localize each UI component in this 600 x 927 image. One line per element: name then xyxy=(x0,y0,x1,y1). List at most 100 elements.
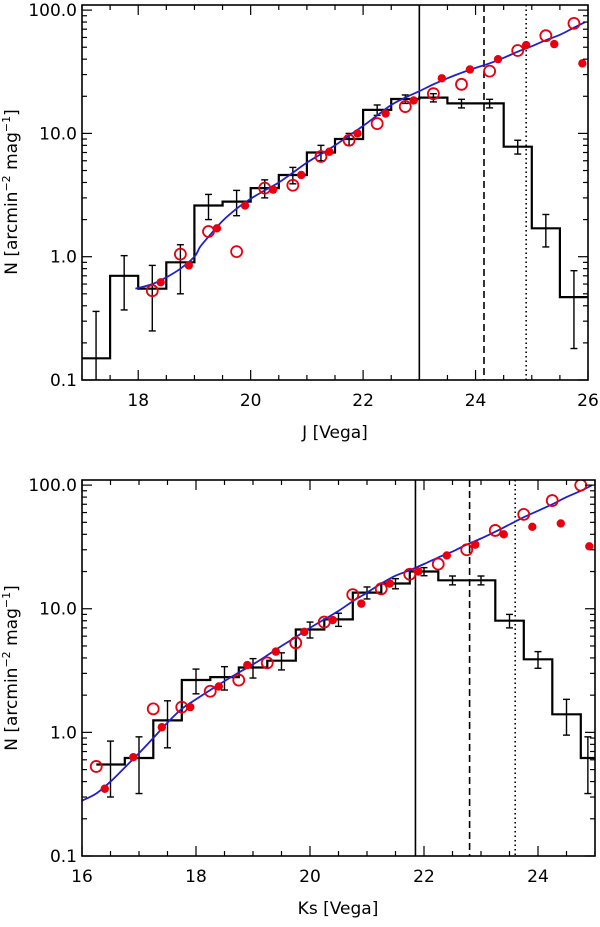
panel-j-filled-point xyxy=(184,261,194,270)
panel-ks-xtick-label: 24 xyxy=(527,867,549,887)
panel-j-ytick-label: 10.0 xyxy=(39,124,77,144)
panel-ks-open-point xyxy=(374,582,388,596)
panel-j-frame xyxy=(81,4,589,381)
panel-j-open-point xyxy=(483,64,497,78)
panel-ks-xtick-label: 20 xyxy=(299,867,321,887)
panel-ks-errorbar xyxy=(563,698,570,736)
panel-j-filled-point xyxy=(353,129,362,138)
panel-j-xtick-label: 20 xyxy=(240,391,262,411)
panel-j-errorbar xyxy=(542,213,550,248)
panel-ks-errorbar xyxy=(192,668,200,695)
panel-ks-open-point xyxy=(545,494,559,507)
panel-j-xlabel: J [Vega] xyxy=(301,423,368,443)
panel-j-ytick-label: 0.1 xyxy=(50,371,77,391)
panel-ks-errorbar xyxy=(135,736,143,795)
panel-ks-ytick-label: 10.0 xyxy=(39,600,77,620)
panel-ks-open-point xyxy=(260,656,274,670)
panel-ks-ylabel-sup1: −2 xyxy=(0,651,13,667)
panel-ks-frame xyxy=(81,479,596,857)
panel-ks-ylabel-main: N [arcmin xyxy=(2,668,22,751)
panel-j-filled-point xyxy=(493,54,503,64)
panel-j-errorbar xyxy=(514,139,522,155)
panel-j-filled-point xyxy=(297,170,306,180)
panel-ks-filled-point xyxy=(129,752,138,762)
panel-ks-xtick-label: 18 xyxy=(185,867,207,887)
panel-j-ylabel-mid: mag xyxy=(2,132,22,175)
panel-j-errorbar xyxy=(205,193,212,221)
panel-ks-filled-point xyxy=(271,647,280,656)
panel-ks-errorbar xyxy=(584,736,592,795)
panel-j-filled-point xyxy=(521,40,531,50)
panel-j-plot xyxy=(82,5,588,380)
panel-ks-ytick-label: 1.0 xyxy=(50,723,77,743)
panel-ks-open-point xyxy=(89,760,103,773)
panel-ks-xtick-label: 16 xyxy=(71,867,93,887)
panel-ks-errorbar xyxy=(477,575,485,586)
panel-ks-open-point xyxy=(203,684,217,698)
panel-ks-filled-point xyxy=(214,682,223,691)
panel-j-errorbar xyxy=(289,166,297,185)
panel-j-filled-point xyxy=(578,59,587,68)
panel-j: 18 20 22 24 26 0.1 1.0 10.0 100.0 J [Vega] N [ar… xyxy=(0,1,599,443)
panel-j-filled-point xyxy=(550,39,559,49)
panel-ks-filled-point xyxy=(100,784,110,793)
panel-j-open-point xyxy=(370,117,384,131)
panel-ks-errorbar xyxy=(534,650,542,669)
panel-j-xtick-label: 24 xyxy=(465,391,487,411)
panel-ks-errorbar xyxy=(164,700,171,749)
panel-ks-errorbar xyxy=(449,575,456,586)
panel-j-errorbar xyxy=(486,98,494,109)
panel-j-errorbar xyxy=(570,269,578,350)
panel-ks-open-point xyxy=(175,700,189,714)
panel-ks-xlabel: Ks [Vega] xyxy=(298,899,379,919)
panel-j-filled-point xyxy=(156,278,165,287)
panel-ks-filled-point xyxy=(499,530,508,539)
panel-j-xtick-label: 18 xyxy=(127,391,149,411)
panel-j-open-point xyxy=(398,100,412,113)
panel-ks-filled-point xyxy=(243,660,252,670)
panel-ks-open-point xyxy=(488,524,502,537)
panel-ks-ticks: 16 18 20 22 24 0.1 1.0 10.0 100.0 xyxy=(28,476,596,887)
panel-ks-errorbar xyxy=(506,613,513,629)
panel-ks-ylabel-end: ] xyxy=(2,585,22,592)
panel-ks-filled-point xyxy=(186,702,195,712)
panel-j-errorbar xyxy=(233,189,241,217)
panel-j-errorbar xyxy=(92,310,100,380)
panel-ks-open-point xyxy=(574,480,588,492)
panel-j-filled-point xyxy=(409,96,418,105)
panel-j-open-point xyxy=(202,225,215,238)
panel-ks-filled-point xyxy=(357,599,366,608)
panel-j-open-point xyxy=(567,17,581,30)
panel-ks-filled-point xyxy=(556,519,565,528)
panel-ks-open-point xyxy=(232,673,246,687)
panel-ks-errorbar xyxy=(107,740,114,798)
panel-ks-filled-point xyxy=(585,542,594,551)
panel-ks-ylabel-sup2: −1 xyxy=(0,592,13,608)
panel-ks-ylabel-mid: mag xyxy=(2,608,22,651)
panel-ks-open-point xyxy=(517,507,531,521)
panel-ks-errorbar xyxy=(221,665,228,691)
panel-ks-filled-point xyxy=(328,615,337,625)
panel-j-filled-point xyxy=(212,224,222,233)
panel-j-ylabel: N [arcmin−2 mag−1] xyxy=(0,109,22,274)
panel-ks-filled-point xyxy=(528,522,537,532)
panel-ks-xtick-label: 22 xyxy=(413,867,435,887)
panel-j-open-point xyxy=(314,150,328,163)
panel-ks: 16 18 20 22 24 0.1 1.0 10.0 100.0 Ks [Vega] N [a… xyxy=(0,476,596,919)
panel-j-open-point xyxy=(230,245,244,258)
panel-j-errorbar xyxy=(401,94,409,105)
panel-ks-open-point xyxy=(317,615,331,629)
panel-j-ytick-label: 100.0 xyxy=(28,1,77,21)
panel-j-open-point xyxy=(286,178,300,192)
panel-ks-filled-point xyxy=(471,540,480,549)
panel-j-open-point xyxy=(173,247,187,261)
panel-j-fit-curve xyxy=(135,21,586,290)
panel-j-ylabel-main: N [arcmin xyxy=(2,192,22,275)
panel-j-ytick-label: 1.0 xyxy=(50,248,77,268)
panel-j-open-point xyxy=(539,29,553,43)
panel-j-ylabel-end: ] xyxy=(2,109,22,116)
panel-ks-filled-point xyxy=(385,579,394,588)
panel-j-open-point xyxy=(426,87,440,101)
panel-ks-errorbar xyxy=(392,577,399,590)
